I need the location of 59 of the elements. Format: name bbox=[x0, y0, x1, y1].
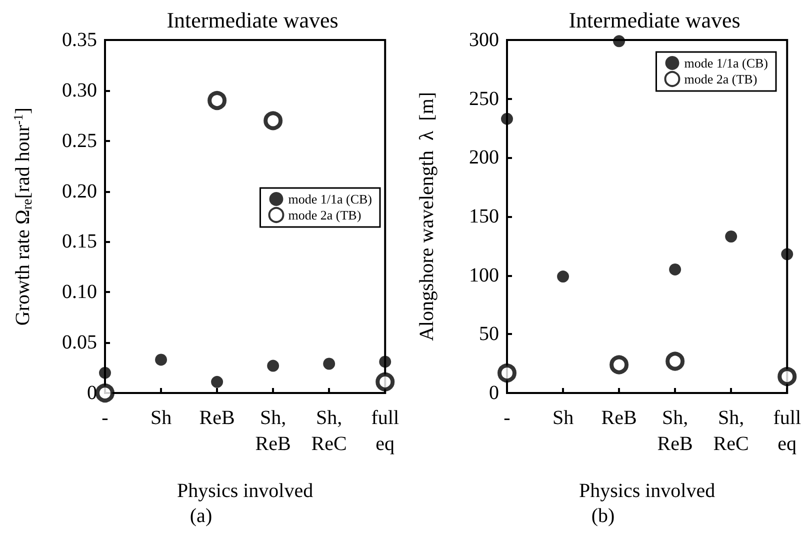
x-tick-label: ReB bbox=[199, 407, 235, 429]
point bbox=[666, 352, 685, 371]
x-tick-label: ReB bbox=[601, 407, 637, 429]
y-axis-title: Alongshore wavelength λ [m] bbox=[416, 92, 438, 342]
legend-label: mode 2a (TB) bbox=[288, 208, 362, 222]
y-tick-label: 0.20 bbox=[62, 180, 97, 202]
point bbox=[613, 35, 626, 48]
point bbox=[610, 355, 629, 374]
point bbox=[267, 360, 280, 372]
y-tick-label: 0.15 bbox=[62, 230, 97, 253]
x-tick-label: Sh bbox=[552, 407, 574, 429]
point bbox=[778, 367, 797, 386]
y-tick-label: 0.10 bbox=[62, 281, 97, 304]
x-tick-label: full eq bbox=[773, 407, 802, 455]
chart-title: Intermediate waves bbox=[166, 8, 338, 32]
point bbox=[781, 248, 794, 260]
point bbox=[323, 358, 336, 370]
x-tick-label: Sh, ReC bbox=[311, 407, 347, 455]
x-axis-title: Physics involved bbox=[176, 480, 314, 502]
point bbox=[557, 270, 570, 283]
point bbox=[725, 230, 738, 242]
y-tick-label: 0.30 bbox=[62, 79, 97, 102]
y-tick-label: 0 bbox=[489, 382, 499, 404]
legend-label: mode 1/1a (CB) bbox=[288, 192, 372, 206]
x-tick-label: - bbox=[504, 407, 510, 429]
point bbox=[155, 354, 168, 366]
y-tick-label: 200 bbox=[469, 146, 499, 169]
point bbox=[99, 366, 111, 379]
y-tick-label: 0.05 bbox=[62, 332, 97, 354]
point bbox=[96, 384, 114, 402]
y-tick-label: 0.25 bbox=[62, 130, 97, 152]
legend-label: mode 1/1a (CB) bbox=[684, 56, 768, 70]
x-axis-title: Physics involved bbox=[578, 480, 716, 502]
x-tick-label: Sh, ReC bbox=[713, 407, 749, 455]
point bbox=[501, 112, 513, 125]
x-tick-label: Sh, ReB bbox=[657, 407, 693, 455]
point bbox=[264, 111, 283, 130]
y-tick-label: 300 bbox=[469, 29, 499, 51]
y-tick-label: 250 bbox=[469, 88, 499, 110]
point bbox=[208, 91, 227, 110]
x-tick-label: Sh, ReB bbox=[255, 407, 291, 455]
y-tick-label: 150 bbox=[469, 206, 499, 228]
x-tick-label: - bbox=[102, 407, 108, 429]
point bbox=[379, 356, 392, 368]
x-tick-label: full eq bbox=[371, 407, 400, 455]
text: (b) bbox=[591, 505, 615, 527]
chart-title: Intermediate waves bbox=[568, 8, 740, 32]
text: (a) bbox=[190, 505, 212, 527]
y-tick-label: 100 bbox=[469, 264, 499, 286]
point bbox=[669, 263, 682, 276]
point bbox=[376, 372, 395, 392]
y-tick-label: 50 bbox=[479, 323, 499, 346]
y-tick-label: 0 bbox=[87, 382, 97, 404]
legend-label: mode 2a (TB) bbox=[684, 72, 758, 86]
point bbox=[211, 376, 224, 388]
x-tick-label: Sh bbox=[150, 407, 172, 429]
y-axis-title: Growth rate Ωre[rad hour-1] bbox=[10, 107, 36, 326]
point bbox=[498, 364, 516, 382]
y-tick-label: 0.35 bbox=[62, 29, 97, 51]
